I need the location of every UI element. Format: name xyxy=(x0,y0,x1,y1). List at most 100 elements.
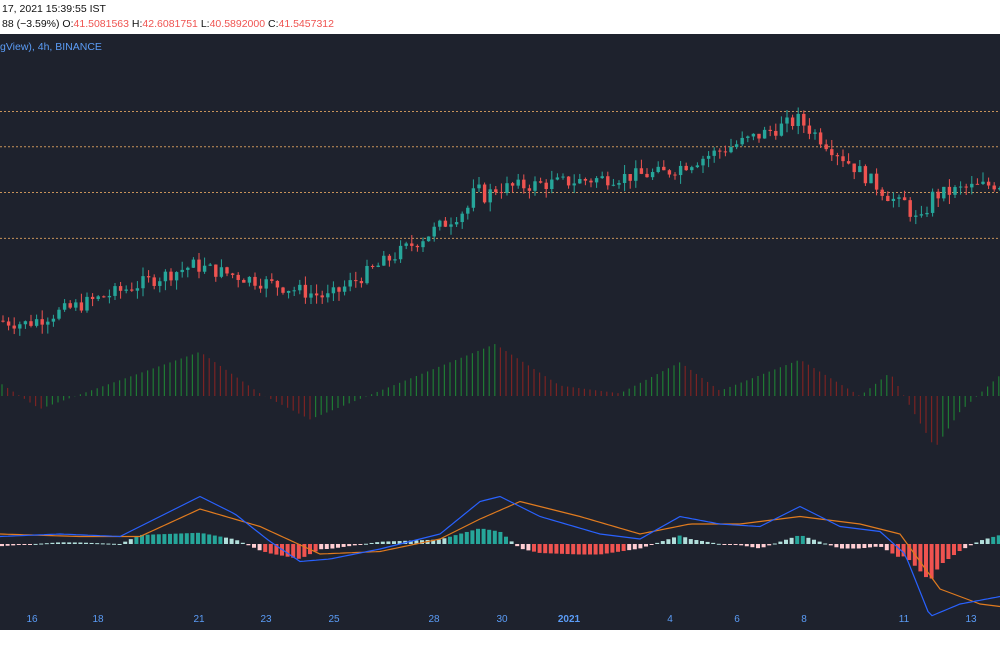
macd-histogram-bar xyxy=(823,543,828,545)
macd-histogram-bar xyxy=(520,544,525,550)
macd-histogram-bar xyxy=(341,544,346,547)
candle xyxy=(68,300,72,310)
macd-histogram-bar xyxy=(302,544,307,557)
macd-histogram-bar xyxy=(812,539,816,544)
candle xyxy=(914,210,918,225)
macd-histogram-bar xyxy=(28,544,32,545)
x-tick-label: 8 xyxy=(801,614,807,625)
macd-histogram-bar xyxy=(560,544,564,554)
macd-histogram-bar xyxy=(806,537,811,544)
macd-histogram-bar xyxy=(16,544,21,546)
candle xyxy=(186,266,190,278)
candle xyxy=(79,293,84,313)
macd-line xyxy=(0,495,1000,617)
candle xyxy=(40,310,44,334)
macd-histogram-bar xyxy=(946,544,951,560)
candle xyxy=(454,217,459,227)
candle xyxy=(387,254,392,267)
macd-histogram-bar xyxy=(985,538,990,544)
candle xyxy=(628,173,632,189)
candle xyxy=(62,299,67,312)
macd-histogram-bar xyxy=(851,544,856,549)
macd-histogram-bar xyxy=(537,544,542,553)
candle xyxy=(589,178,593,188)
candle xyxy=(96,295,100,302)
macd-histogram-bar xyxy=(716,543,721,545)
footer-bar xyxy=(0,630,1000,660)
macd-histogram-bar xyxy=(828,544,833,546)
header-datetime: 17, 2021 15:39:55 IST xyxy=(2,3,106,15)
candle xyxy=(807,118,812,140)
candle xyxy=(174,271,179,290)
macd-histogram-bar xyxy=(952,544,956,556)
candle xyxy=(824,139,828,152)
candle xyxy=(264,276,268,298)
macd-histogram-bar xyxy=(868,544,872,548)
candle xyxy=(774,123,778,140)
macd-histogram-bar xyxy=(72,542,77,544)
macd-histogram-bar xyxy=(750,544,755,548)
macd-histogram-bar xyxy=(862,544,867,549)
macd-histogram-bar xyxy=(448,536,452,544)
candle xyxy=(51,314,56,327)
candle xyxy=(348,272,352,292)
candle xyxy=(701,155,705,174)
macd-histogram-bar xyxy=(856,544,861,549)
macd-histogram-bar xyxy=(929,544,934,579)
candle xyxy=(303,276,308,304)
macd-histogram-bar xyxy=(610,544,615,553)
candle xyxy=(790,114,795,130)
candlestick-series xyxy=(1,107,1000,336)
macd-histogram-bar xyxy=(492,530,497,544)
macd-histogram-bar xyxy=(744,544,749,547)
macd-histogram-bar xyxy=(117,543,122,545)
candle xyxy=(158,277,162,293)
x-tick-label: 28 xyxy=(428,614,440,625)
macd-histogram-bar xyxy=(632,544,637,550)
candle xyxy=(695,162,700,169)
macd-histogram-bar xyxy=(330,544,335,549)
candle xyxy=(85,292,89,313)
macd-histogram-bar xyxy=(688,539,693,544)
candle xyxy=(953,185,957,199)
macd-histogram-bar xyxy=(33,543,38,545)
macd-histogram-bar xyxy=(5,544,10,546)
candle xyxy=(718,148,722,159)
x-tick-label: 25 xyxy=(328,614,340,625)
candle xyxy=(376,262,380,268)
macd-histogram-bar xyxy=(420,540,424,544)
candle xyxy=(964,183,968,195)
macd-histogram-bar xyxy=(84,542,88,544)
macd-histogram-bar xyxy=(156,534,161,544)
candle xyxy=(802,110,806,133)
candle xyxy=(214,264,218,282)
chart-area[interactable]: 16 18 21 23 25 28 30 2021 4 6 8 11 13 gView), 4h, BI… xyxy=(0,34,1000,630)
candle xyxy=(74,299,78,311)
x-tick-label: 13 xyxy=(965,614,977,625)
macd-histogram-bar xyxy=(498,531,503,544)
macd-histogram-bar xyxy=(487,529,492,544)
macd-histogram-bar xyxy=(789,537,794,544)
macd-histogram-bar xyxy=(100,543,105,545)
signal-line xyxy=(0,500,1000,608)
chart-legend: gView), 4h, BINANCE xyxy=(0,41,102,53)
macd-histogram-bar xyxy=(638,544,643,549)
macd-histogram-bar xyxy=(800,535,805,544)
candle xyxy=(124,285,128,294)
candle xyxy=(673,172,677,180)
candle xyxy=(382,250,386,266)
macd-histogram-bar xyxy=(576,544,581,555)
candle xyxy=(113,283,117,301)
candle xyxy=(908,197,912,222)
candle xyxy=(90,293,95,307)
macd-histogram-bar xyxy=(778,541,783,544)
x-tick-label: 23 xyxy=(260,614,272,625)
macd-histogram-bar xyxy=(957,544,962,552)
candle xyxy=(975,178,980,185)
x-tick-label: 16 xyxy=(26,614,38,625)
candle xyxy=(925,206,929,218)
price-change: 88 (−3.59%) xyxy=(2,18,60,30)
candle xyxy=(650,168,655,180)
chart-canvas[interactable]: 16 18 21 23 25 28 30 2021 4 6 8 11 13 xyxy=(0,34,1000,630)
candle xyxy=(611,178,616,187)
